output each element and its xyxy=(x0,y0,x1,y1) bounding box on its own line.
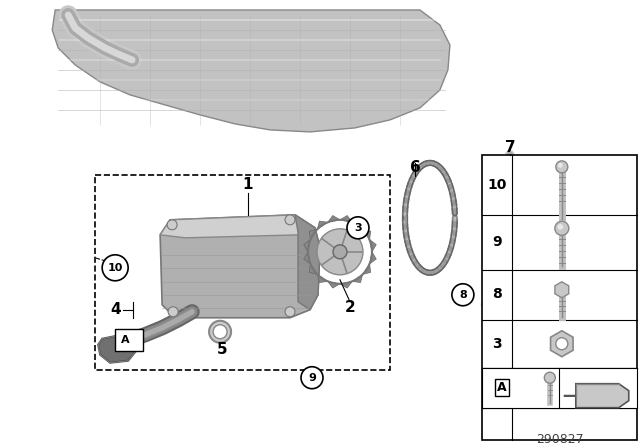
Polygon shape xyxy=(160,215,320,318)
Bar xyxy=(115,329,143,351)
Polygon shape xyxy=(309,229,317,240)
Text: A: A xyxy=(497,381,507,394)
Polygon shape xyxy=(328,281,340,288)
Text: 4: 4 xyxy=(110,302,120,317)
Text: 6: 6 xyxy=(410,160,420,175)
Polygon shape xyxy=(363,229,371,240)
Text: 2: 2 xyxy=(344,300,355,315)
Polygon shape xyxy=(98,335,136,363)
Circle shape xyxy=(558,163,563,168)
Polygon shape xyxy=(352,221,363,229)
Text: 7: 7 xyxy=(504,140,515,155)
Circle shape xyxy=(168,307,178,317)
Polygon shape xyxy=(352,275,363,283)
Text: 1: 1 xyxy=(243,177,253,192)
Polygon shape xyxy=(317,221,328,229)
Circle shape xyxy=(556,338,568,350)
Text: 3: 3 xyxy=(492,337,502,351)
Polygon shape xyxy=(369,252,376,264)
Polygon shape xyxy=(340,281,352,288)
Polygon shape xyxy=(304,240,310,252)
Circle shape xyxy=(213,325,227,339)
Bar xyxy=(95,175,390,370)
Polygon shape xyxy=(328,215,340,222)
Circle shape xyxy=(167,220,177,230)
Circle shape xyxy=(102,255,128,281)
Polygon shape xyxy=(555,282,569,298)
Circle shape xyxy=(545,372,556,383)
Polygon shape xyxy=(550,331,573,357)
Text: 9: 9 xyxy=(308,373,316,383)
Circle shape xyxy=(301,367,323,389)
Polygon shape xyxy=(52,10,450,132)
Polygon shape xyxy=(564,383,628,408)
Text: 290827: 290827 xyxy=(536,433,584,446)
Circle shape xyxy=(347,217,369,239)
Circle shape xyxy=(333,245,347,259)
Circle shape xyxy=(452,284,474,306)
Text: 5: 5 xyxy=(217,342,227,357)
Polygon shape xyxy=(369,240,376,252)
Text: 3: 3 xyxy=(354,223,362,233)
Circle shape xyxy=(317,229,363,275)
Circle shape xyxy=(557,224,563,230)
Bar xyxy=(482,155,637,439)
Polygon shape xyxy=(295,215,320,310)
Polygon shape xyxy=(304,252,310,264)
Polygon shape xyxy=(160,215,315,238)
Text: 10: 10 xyxy=(487,178,506,192)
Polygon shape xyxy=(317,275,328,283)
Bar xyxy=(482,368,637,408)
Polygon shape xyxy=(363,264,371,275)
Circle shape xyxy=(285,215,295,225)
Circle shape xyxy=(556,161,568,173)
Text: 8: 8 xyxy=(459,290,467,300)
Text: 10: 10 xyxy=(108,263,123,273)
Text: 9: 9 xyxy=(492,235,502,249)
Text: A: A xyxy=(121,335,129,345)
Circle shape xyxy=(555,221,569,235)
Circle shape xyxy=(209,321,231,343)
Polygon shape xyxy=(340,215,352,222)
Text: 8: 8 xyxy=(492,287,502,301)
Circle shape xyxy=(285,307,295,317)
Polygon shape xyxy=(309,264,317,275)
